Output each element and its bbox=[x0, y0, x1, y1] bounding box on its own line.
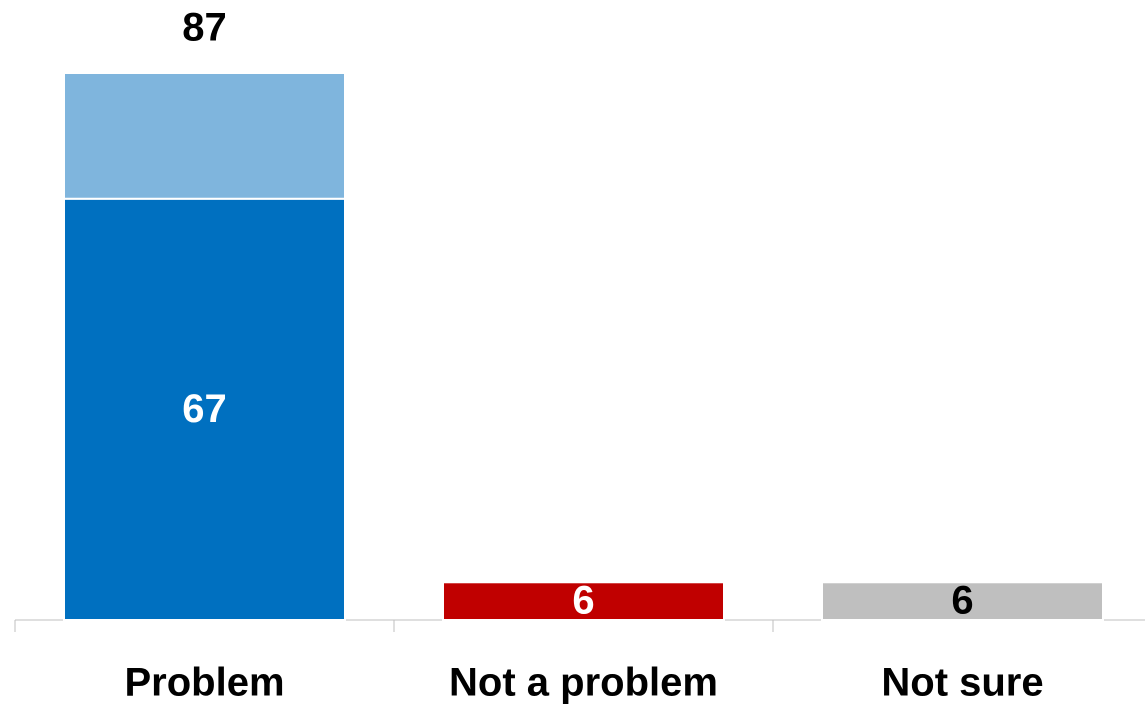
x-tick-label: Not sure bbox=[881, 661, 1043, 704]
value-label: 6 bbox=[572, 579, 594, 623]
x-tick-label: Problem bbox=[124, 661, 284, 704]
x-tick-label: Not a problem bbox=[449, 661, 718, 704]
bar-segment bbox=[442, 581, 725, 622]
bar-segment bbox=[821, 581, 1104, 622]
value-label: 6 bbox=[951, 579, 973, 623]
bar-segment bbox=[63, 72, 346, 200]
value-label: 67 bbox=[182, 387, 227, 431]
total-label: 87 bbox=[182, 6, 227, 50]
bar-segment bbox=[63, 197, 346, 621]
